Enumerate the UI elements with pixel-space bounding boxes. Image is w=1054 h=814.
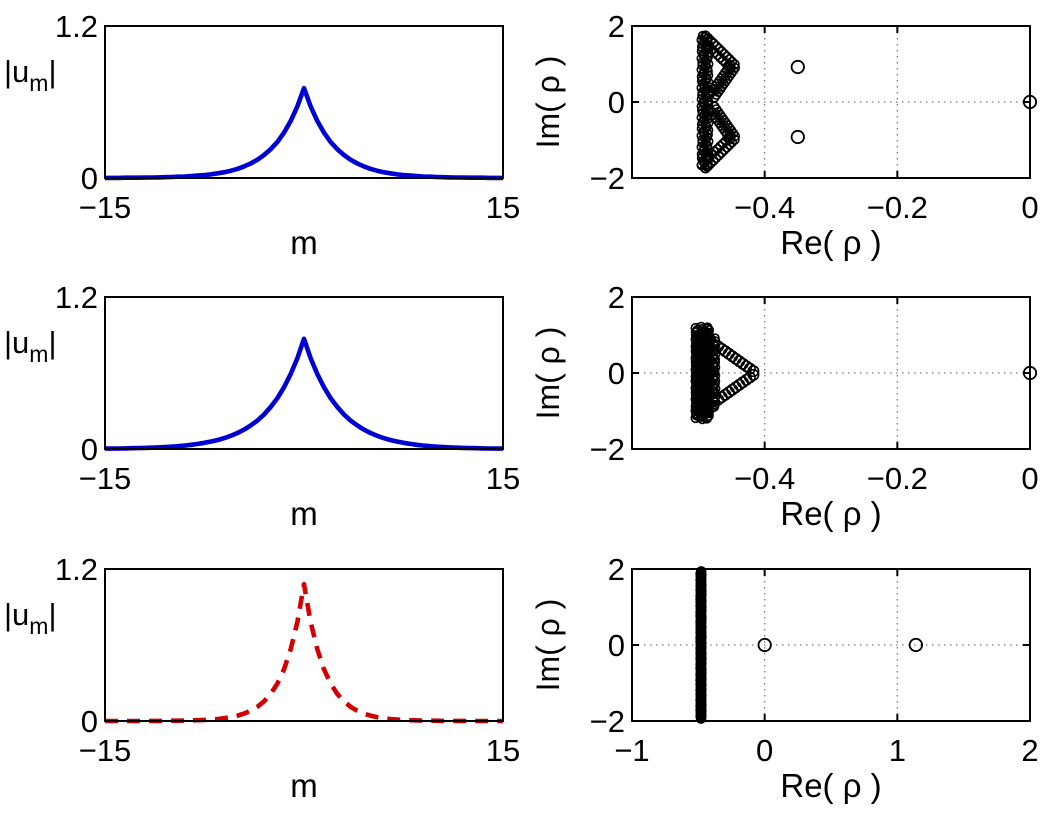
svg-text:0: 0: [81, 704, 98, 739]
svg-text:2: 2: [1021, 733, 1038, 768]
svg-text:15: 15: [486, 733, 520, 768]
svg-text:0: 0: [81, 432, 98, 467]
svg-text:m: m: [290, 224, 318, 261]
svg-text:Re( ρ ): Re( ρ ): [780, 495, 881, 532]
svg-text:m: m: [290, 495, 318, 532]
svg-text:1.2: 1.2: [55, 9, 98, 44]
svg-text:−2: −2: [590, 161, 625, 196]
svg-text:−0.2: −0.2: [867, 461, 928, 496]
svg-text:−1: −1: [614, 733, 649, 768]
spectrum-plot-middle: −0.4 −0.2 0 −2 0 2 Re( ρ ) Im( ρ ): [530, 280, 1039, 532]
svg-text:−0.4: −0.4: [734, 190, 795, 225]
svg-text:m: m: [290, 767, 318, 804]
svg-text:−15: −15: [79, 190, 132, 225]
svg-text:−0.2: −0.2: [867, 190, 928, 225]
svg-text:−0.4: −0.4: [734, 461, 795, 496]
profile-plot-top: −15 15 0 1.2 m |um|: [4, 9, 520, 261]
spectrum-plot-bottom: −1 0 1 2 −2 0 2 Re( ρ ) Im( ρ ): [530, 552, 1039, 804]
svg-text:0: 0: [608, 356, 625, 391]
svg-text:Re( ρ ): Re( ρ ): [780, 767, 881, 804]
svg-text:2: 2: [608, 9, 625, 44]
svg-text:Im( ρ ): Im( ρ ): [530, 56, 566, 149]
svg-text:1.2: 1.2: [55, 280, 98, 315]
svg-text:2: 2: [608, 552, 625, 587]
svg-text:−15: −15: [79, 461, 132, 496]
svg-text:−2: −2: [590, 704, 625, 739]
svg-text:0: 0: [81, 161, 98, 196]
svg-text:15: 15: [486, 190, 520, 225]
svg-text:0: 0: [1021, 461, 1038, 496]
svg-text:−15: −15: [79, 733, 132, 768]
svg-text:Im( ρ ): Im( ρ ): [530, 599, 566, 692]
svg-text:0: 0: [756, 733, 773, 768]
profile-plot-bottom: −15 15 0 1.2 m |um|: [4, 552, 520, 804]
svg-text:Im( ρ ): Im( ρ ): [530, 327, 566, 420]
svg-text:|um|: |um|: [4, 54, 57, 96]
svg-text:1.2: 1.2: [55, 552, 98, 587]
svg-text:|um|: |um|: [4, 325, 57, 367]
svg-text:0: 0: [1021, 190, 1038, 225]
svg-text:1: 1: [889, 733, 906, 768]
svg-text:15: 15: [486, 461, 520, 496]
svg-text:|um|: |um|: [4, 597, 57, 639]
svg-text:0: 0: [608, 85, 625, 120]
profile-plot-middle: −15 15 0 1.2 m |um|: [4, 280, 520, 532]
svg-text:−2: −2: [590, 432, 625, 467]
svg-text:2: 2: [608, 280, 625, 315]
spectrum-plot-top: −0.4 −0.2 0 −2 0 2 Re( ρ ) Im( ρ ): [530, 9, 1039, 261]
svg-text:Re( ρ ): Re( ρ ): [780, 224, 881, 261]
svg-text:0: 0: [608, 628, 625, 663]
